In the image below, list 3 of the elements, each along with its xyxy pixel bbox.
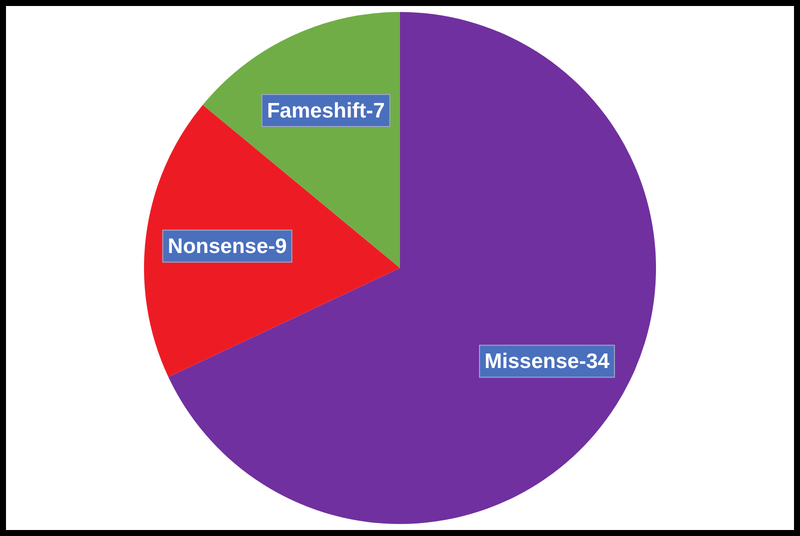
slice-label: Missense-34 bbox=[484, 350, 610, 374]
slice-label: Nonsense-9 bbox=[168, 234, 287, 258]
slice-label: Fameshift-7 bbox=[266, 99, 385, 122]
